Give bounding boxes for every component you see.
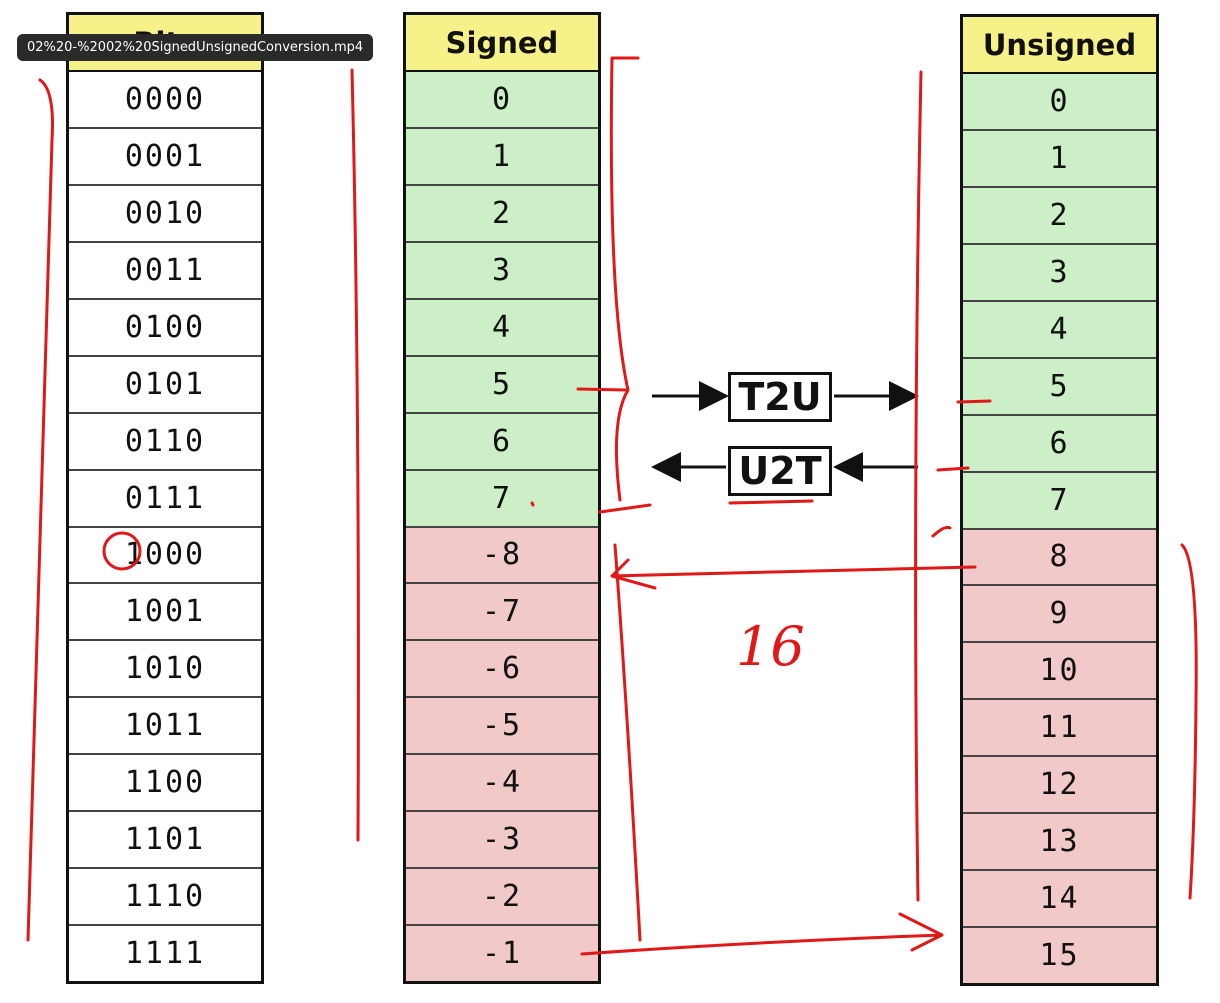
signed-cell: 6 [406, 413, 598, 471]
unsigned-negative-bracket [1180, 543, 1198, 900]
signed-cell: 2 [406, 185, 598, 243]
unsigned-header: Unsigned [963, 17, 1156, 74]
signed-cell: -2 [406, 869, 598, 927]
bits-cell: 0011 [69, 242, 261, 300]
bits-right-bracket [350, 68, 360, 842]
signed-cell: -1 [406, 926, 598, 981]
signed-cell: 7 [406, 470, 598, 528]
signed-cell: -6 [406, 641, 598, 699]
unsigned-cell: 7 [963, 472, 1156, 530]
unsigned-cell: 13 [963, 814, 1156, 872]
bits-cell: 0100 [69, 299, 261, 357]
unsigned-cell: 1 [963, 130, 1156, 188]
signed-5-tick [576, 387, 627, 392]
msb-circle [102, 531, 142, 571]
signed-negative-brace [613, 543, 642, 942]
signed-cell: 0 [406, 72, 598, 129]
unsigned-5-tick [956, 399, 992, 404]
u2t-underline [728, 499, 814, 505]
unsigned-cell: 5 [963, 358, 1156, 416]
arrow-neg1-to-15 [580, 912, 944, 956]
signed-cell: 4 [406, 299, 598, 357]
bits-cell: 0001 [69, 128, 261, 186]
bits-column: Bits 00000001001000110100010101100111100… [66, 12, 264, 984]
signed-cell: -8 [406, 527, 598, 585]
unsigned-cell: 15 [963, 928, 1156, 983]
signed-positive-brace [598, 56, 652, 514]
unsigned-cell: 2 [963, 187, 1156, 245]
bits-cell: 1111 [69, 926, 261, 981]
video-title-overlay: 02%20-%2002%20SignedUnsignedConversion.m… [17, 34, 374, 61]
unsigned-cell: 8 [963, 529, 1156, 587]
bits-cell: 0110 [69, 413, 261, 471]
signed-header: Signed [406, 15, 598, 72]
signed-cell: -3 [406, 812, 598, 870]
signed-cell: -4 [406, 755, 598, 813]
bits-cell: 0111 [69, 470, 261, 528]
arrow-8-to-neg8 [610, 558, 977, 590]
unsigned-cell: 3 [963, 244, 1156, 302]
unsigned-column: Unsigned 0 1 2 3 4 5 6 7 8 9 10 11 12 13 14 15 [960, 14, 1159, 986]
signed-cell: 1 [406, 128, 598, 186]
signed-cell: -5 [406, 698, 598, 756]
bits-cell: 1011 [69, 698, 261, 756]
unsigned-cell: 12 [963, 757, 1156, 815]
bits-cell: 0101 [69, 356, 261, 414]
unsigned-left-line [914, 70, 923, 902]
unsigned-cell: 9 [963, 586, 1156, 644]
bits-cell: 1001 [69, 584, 261, 642]
signed-column: Signed 0 1 2 3 4 5 6 7 -8 -7 -6 -5 -4 -3 -2 -1 [403, 12, 601, 984]
u2t-box: U2T [728, 446, 832, 496]
unsigned-cell: 11 [963, 700, 1156, 758]
bits-cell: 0010 [69, 185, 261, 243]
unsigned-cell: 0 [963, 74, 1156, 131]
bits-cell: 1010 [69, 641, 261, 699]
signed-7-dot [530, 501, 535, 507]
unsigned-8-tick [931, 525, 952, 538]
unsigned-cell: 14 [963, 871, 1156, 929]
handwritten-16-annotation: 16 [736, 615, 805, 678]
unsigned-7-tick [936, 466, 970, 472]
signed-cell: -7 [406, 584, 598, 642]
bits-cell: 1101 [69, 812, 261, 870]
t2u-box: T2U [728, 372, 832, 422]
bits-cell: 0000 [69, 72, 261, 129]
unsigned-cell: 4 [963, 301, 1156, 359]
bits-cell: 1100 [69, 755, 261, 813]
bits-cell: 1000 [69, 527, 261, 585]
unsigned-cell: 6 [963, 415, 1156, 473]
signed-cell: 5 [406, 356, 598, 414]
unsigned-cell: 10 [963, 643, 1156, 701]
bits-left-bracket [26, 78, 54, 942]
signed-cell: 3 [406, 242, 598, 300]
bits-cell: 1110 [69, 869, 261, 927]
